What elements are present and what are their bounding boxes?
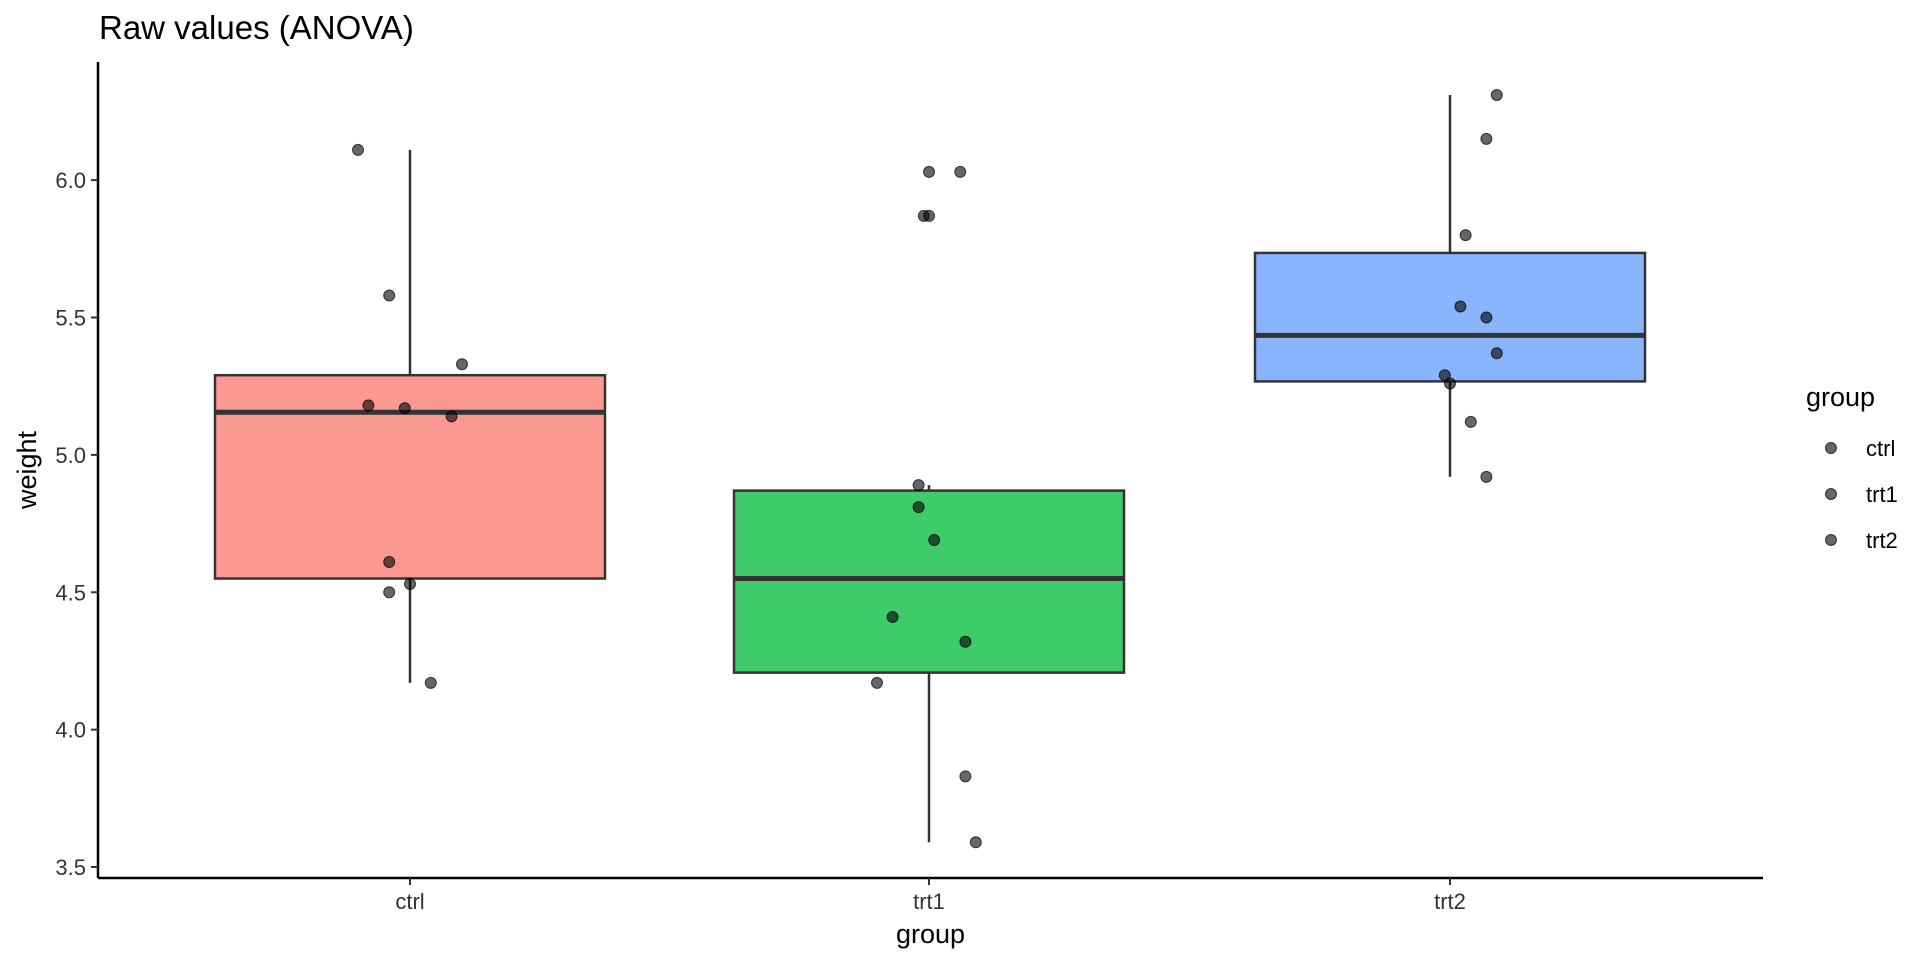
data-point-trt1-8 [886,610,899,623]
legend-label-trt1: trt1 [1866,482,1898,507]
data-point-ctrl-1 [352,143,364,156]
data-point-trt2-1 [1490,88,1503,101]
data-point-trt1-10 [871,676,883,689]
data-point-trt2-10 [1480,470,1493,483]
y-tick-label-5.0: 5.0 [55,443,86,468]
data-point-ctrl-9 [383,586,396,599]
data-point-trt1-1 [923,165,935,178]
x-axis-title: group [896,919,965,949]
data-point-ctrl-7 [383,556,396,569]
data-point-ctrl-10 [424,676,437,689]
box-rect-trt1 [732,489,1126,674]
box-trt2 [1253,94,1647,477]
y-tick-label-4.5: 4.5 [55,580,86,605]
boxes-layer [213,94,1647,843]
data-point-trt2-2 [1480,132,1493,145]
data-point-trt1-12 [969,836,982,849]
x-tick-label-ctrl: ctrl [395,889,424,914]
data-point-ctrl-3 [456,358,468,371]
legend-key-ctrl [1825,442,1837,454]
legend: group ctrl trt1 trt2 [1806,382,1898,553]
data-point-trt2-5 [1480,311,1493,324]
y-tick-label-3.5: 3.5 [55,855,86,880]
data-point-trt2-9 [1464,415,1477,428]
data-point-trt1-9 [959,635,972,648]
x-tick-label-trt2: trt2 [1434,889,1466,914]
legend-title: group [1806,382,1875,412]
y-tick-label-5.5: 5.5 [55,306,86,331]
axes-layer: 3.5 4.0 4.5 5.0 5.5 6.0 ctrl trt1 trt2 [55,62,1763,914]
y-axis-title: weight [12,430,42,510]
legend-label-ctrl: ctrl [1866,436,1895,461]
points-layer [352,88,1503,849]
box-trt1 [732,485,1126,843]
data-point-trt1-4 [923,209,935,222]
data-point-trt1-7 [928,534,941,547]
chart-title: Raw values (ANOVA) [99,9,414,46]
legend-label-trt2: trt2 [1866,528,1898,553]
data-point-trt1-6 [912,501,925,514]
data-point-trt1-11 [959,770,972,783]
legend-key-trt1 [1825,488,1837,500]
data-point-trt1-5 [912,479,925,492]
y-tick-label-6.0: 6.0 [55,168,86,193]
data-point-trt2-6 [1490,347,1503,360]
legend-key-trt2 [1825,534,1837,546]
data-point-ctrl-4 [362,399,375,412]
data-point-trt1-2 [954,165,967,178]
data-point-ctrl-5 [398,402,411,415]
data-point-trt2-8 [1444,377,1456,390]
box-rect-trt2 [1253,251,1647,383]
data-point-ctrl-8 [404,578,416,591]
data-point-trt2-4 [1454,300,1467,313]
data-point-trt2-3 [1459,229,1472,242]
data-point-ctrl-6 [445,410,458,423]
x-tick-label-trt1: trt1 [913,889,945,914]
box-ctrl [213,149,607,683]
data-point-ctrl-2 [383,289,396,302]
y-tick-label-4.0: 4.0 [55,718,86,743]
